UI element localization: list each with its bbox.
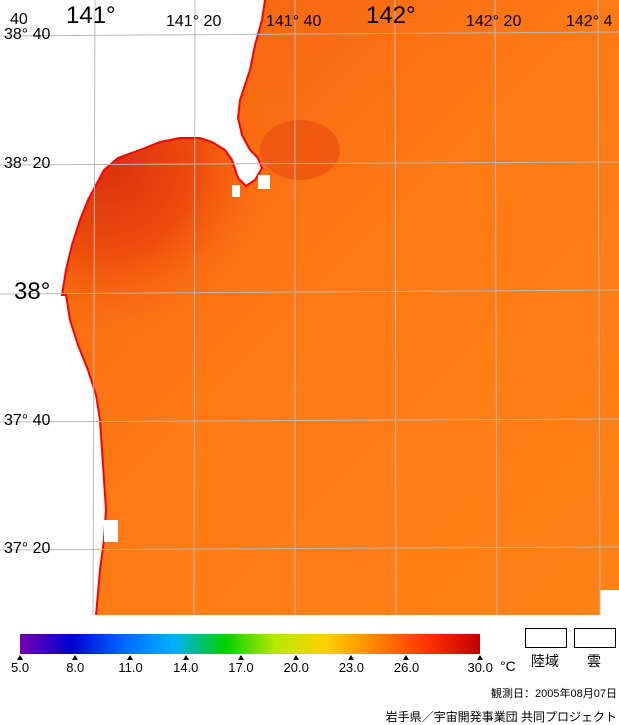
- color-scale-tick-label: 14.0: [173, 660, 199, 675]
- grid-parallel: [0, 418, 619, 423]
- color-scale-tick-mark: [477, 655, 483, 660]
- sst-map-canvas: [0, 0, 619, 615]
- lat-label-37-40: 37° 40: [4, 412, 51, 429]
- lon-label-142: 142°: [366, 2, 416, 29]
- lat-label-38-20: 38° 20: [4, 155, 51, 172]
- lon-label-fragment: 40: [10, 11, 28, 28]
- observation-date: 観測日：2005年08月07日: [491, 688, 617, 700]
- grid-meridian: [494, 0, 498, 615]
- grid-meridian: [394, 0, 397, 615]
- color-scale-tick-label: 5.0: [11, 660, 30, 675]
- grid-meridian: [597, 0, 601, 615]
- color-scale-tick-label: 17.0: [228, 660, 254, 675]
- color-scale-bar: [20, 634, 480, 654]
- land-legend-swatch: [525, 628, 567, 648]
- cloud-legend-swatch: [574, 628, 616, 648]
- color-scale-tick-mark: [182, 655, 189, 660]
- warm-patch-north: [260, 120, 340, 180]
- color-scale-tick-label: 23.0: [338, 660, 364, 675]
- cloud-patch: [104, 520, 118, 542]
- grid-meridian: [193, 0, 196, 615]
- color-scale-tick-label: 8.0: [66, 660, 85, 675]
- grid-parallel: [0, 31, 619, 37]
- color-scale-tick-label: 11.0: [118, 660, 143, 675]
- color-scale-ticks: [0, 654, 619, 684]
- color-scale-tick-mark: [237, 655, 244, 660]
- land-legend-label: 陸域: [531, 653, 559, 669]
- lat-label-37-20: 37° 20: [4, 540, 51, 557]
- color-scale-tick-mark: [348, 655, 355, 660]
- color-scale-tick-mark: [72, 655, 79, 660]
- cloud-legend-label: 雲: [587, 653, 601, 669]
- grid-lines: [0, 0, 619, 615]
- lat-label-38: 38°: [14, 278, 51, 305]
- cloud-patch: [222, 55, 232, 65]
- grid-parallel: [0, 289, 619, 295]
- lat-label-38-40: 38° 40: [4, 26, 51, 43]
- lon-label-141-40: 141° 40: [266, 13, 322, 30]
- color-scale-tick-mark: [127, 655, 134, 660]
- cloud-patch: [232, 185, 240, 197]
- land-north: [0, 0, 265, 295]
- cloud-patch: [600, 590, 619, 615]
- grid-parallel: [0, 546, 619, 551]
- color-scale-tick-label: 30.0: [467, 660, 493, 675]
- sst-map: 40 141° 141° 20 141° 40 142° 142° 20 142…: [0, 0, 619, 615]
- coastline: [60, 0, 266, 615]
- color-scale-tick-label: 26.0: [393, 660, 420, 675]
- lon-label-141: 141°: [66, 2, 116, 29]
- lon-label-142-20: 142° 20: [466, 13, 522, 30]
- unit-label: °C: [500, 658, 516, 674]
- color-scale-tick-mark: [403, 655, 410, 660]
- cloud-patch: [258, 175, 270, 189]
- color-scale-tick-label: 20.0: [283, 660, 309, 675]
- land-south: [0, 295, 106, 615]
- color-scale-tick-mark: [293, 655, 299, 660]
- credit-text: 岩手県／宇宙開発事業団 共同プロジェクト: [385, 710, 617, 724]
- lon-label-141-20: 141° 20: [166, 13, 222, 30]
- color-scale-tick-mark: [17, 655, 23, 660]
- grid-parallel: [0, 161, 619, 166]
- lon-label-142-40: 142° 4: [566, 13, 613, 30]
- grid-meridian: [92, 0, 96, 615]
